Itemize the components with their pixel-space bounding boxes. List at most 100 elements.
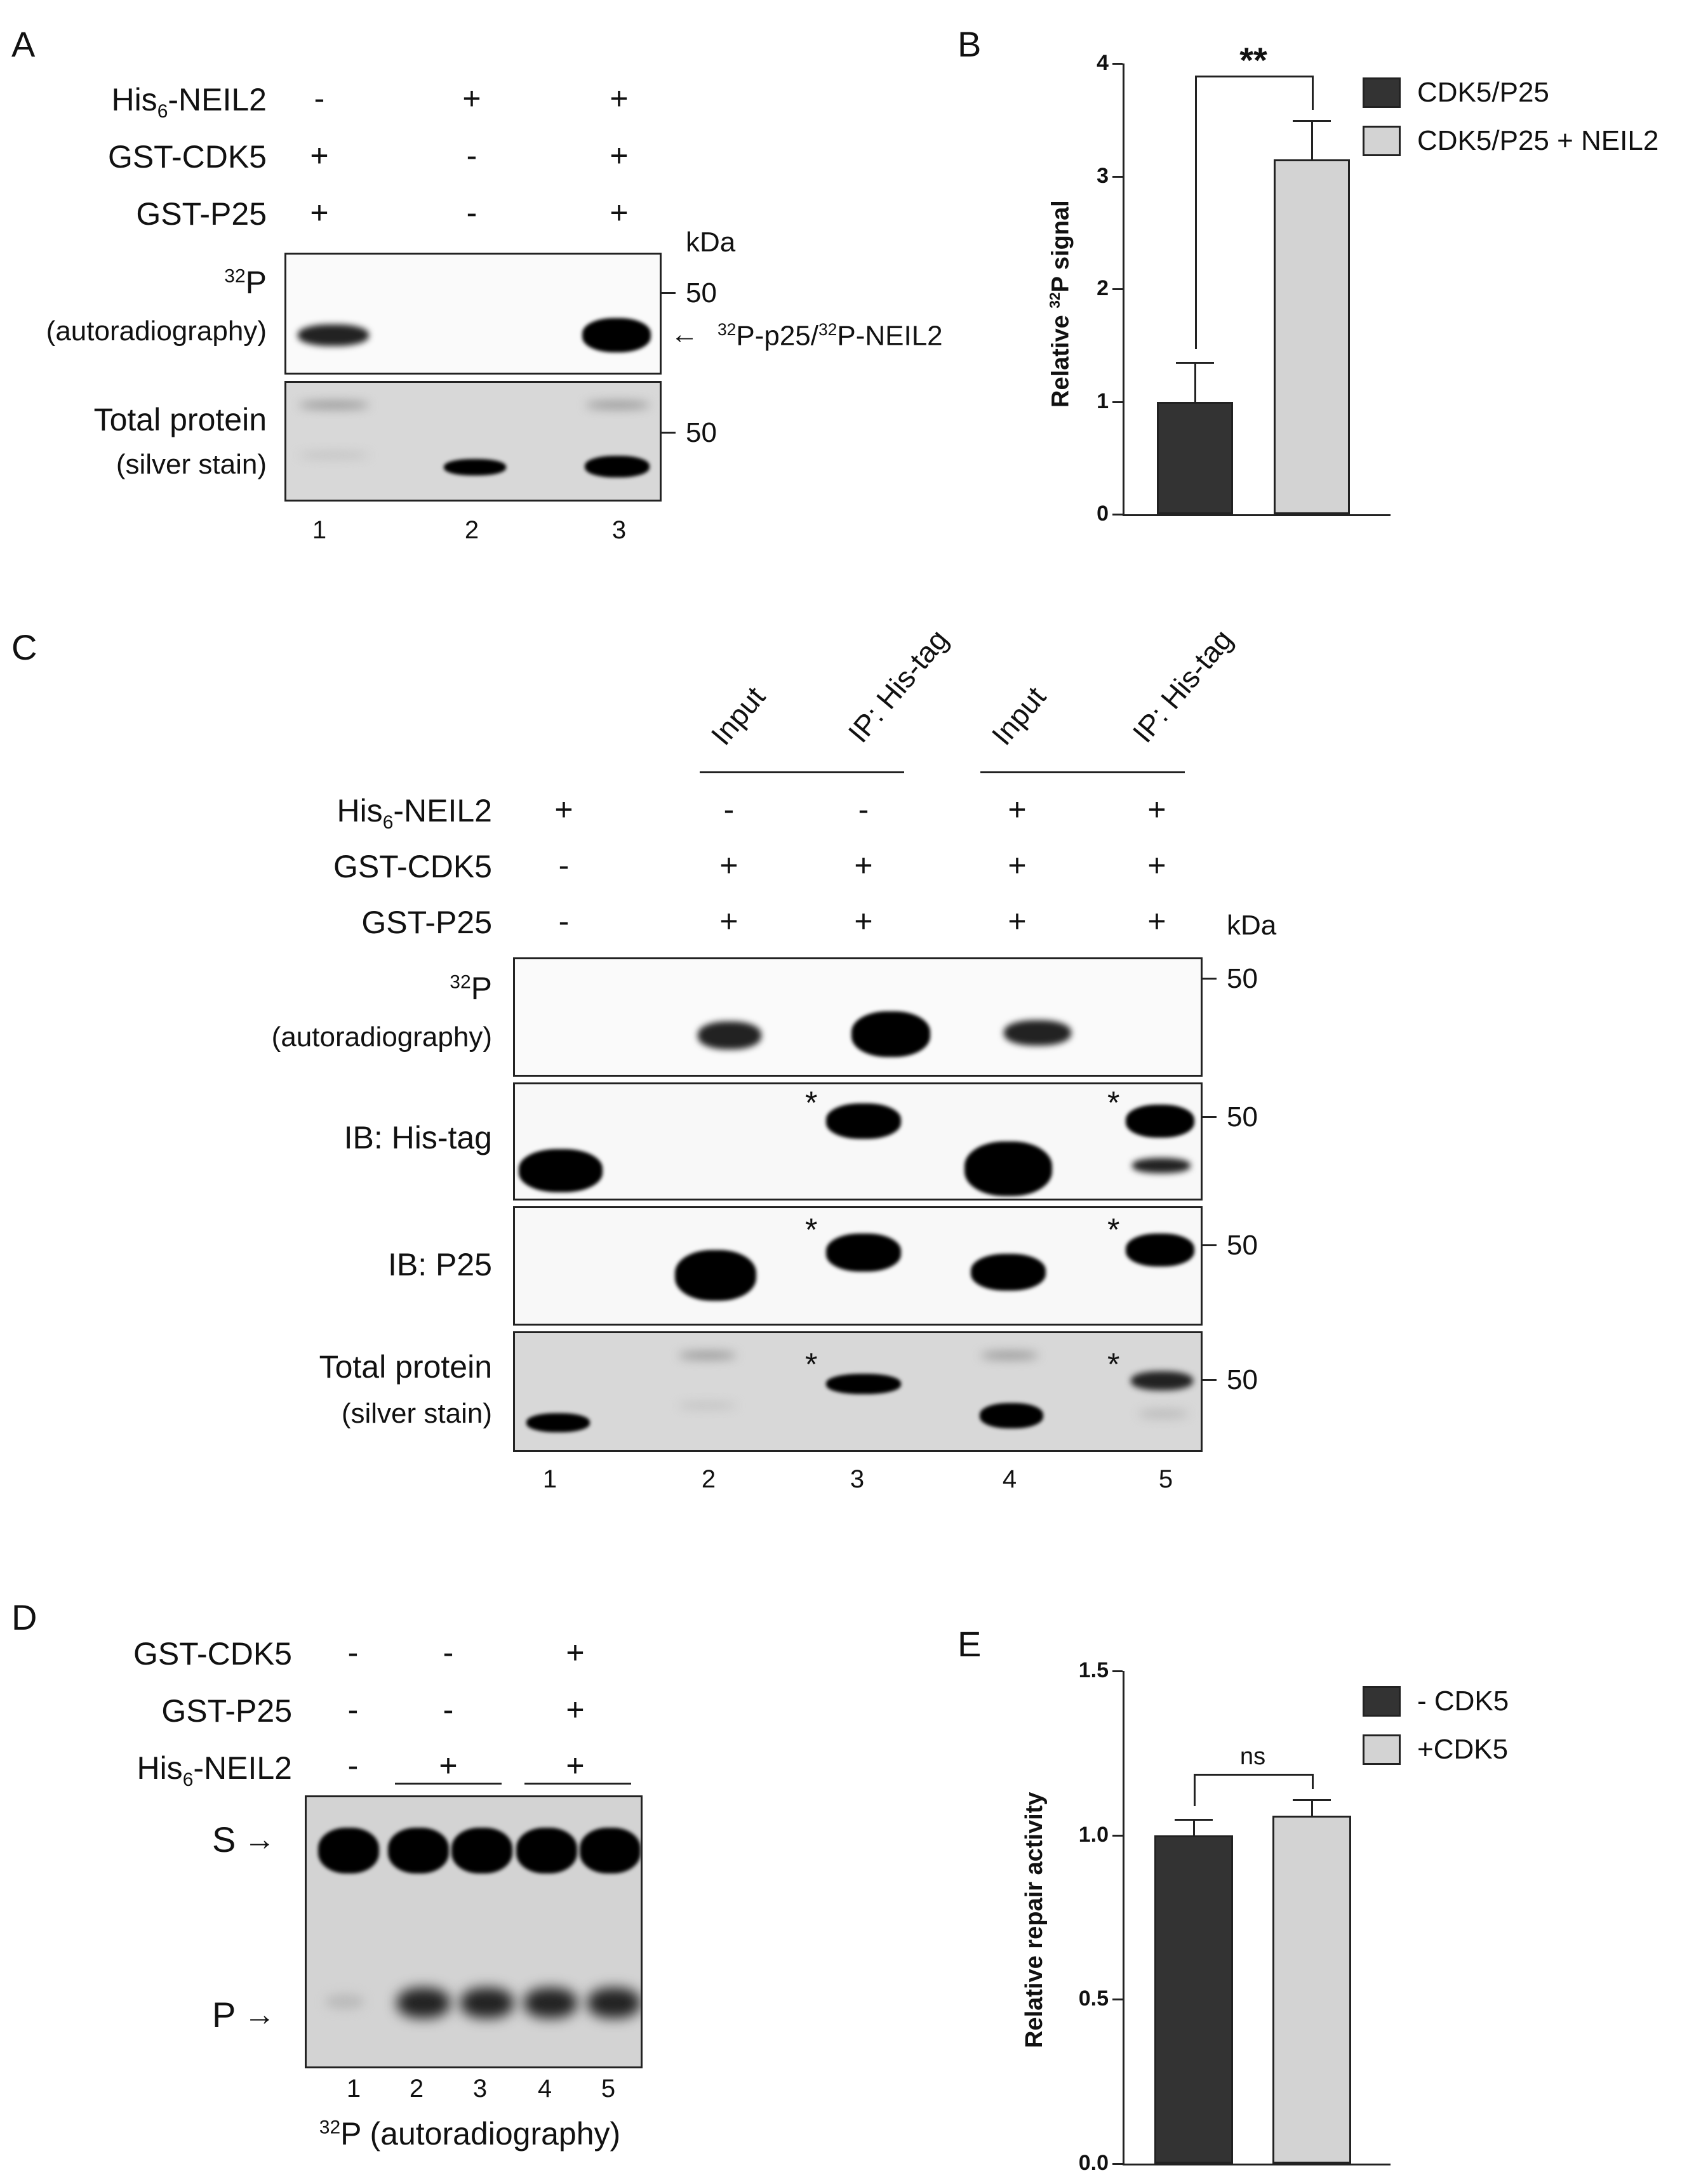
sign: +: [310, 195, 329, 230]
bar: [1157, 401, 1233, 514]
band: [679, 1352, 736, 1359]
band: [388, 1828, 449, 1873]
lane-number: 3: [850, 1465, 865, 1493]
row-label-gst-p25: GST-P25: [161, 1693, 292, 1729]
mw-tick: [1203, 978, 1217, 980]
legend-label: CDK5/P25 + NEIL2: [1417, 125, 1659, 156]
lane-number: 2: [409, 2075, 424, 2103]
band: [524, 1988, 577, 2018]
y-tick: [1112, 1999, 1123, 2001]
row-label-gst-cdk5: GST-CDK5: [107, 139, 267, 175]
mw-tick: [662, 292, 676, 294]
y-tick: [1112, 1834, 1123, 1837]
sign: +: [1008, 903, 1027, 939]
panel-label-d: D: [11, 1597, 37, 1637]
lane-number: 3: [472, 2075, 488, 2103]
error-bar: [1311, 119, 1313, 159]
autoradiography-label: (autoradiography): [271, 1021, 492, 1053]
significance-bracket-leg: [1312, 75, 1314, 110]
legend-label: CDK5/P25: [1417, 77, 1549, 108]
column-label-ip-his-tag: IP: His-tag: [841, 623, 955, 749]
error-bar: [1311, 1799, 1313, 1816]
lane-number: 5: [1158, 1465, 1173, 1493]
sign: +: [462, 81, 481, 116]
mw-tick: [1203, 1116, 1217, 1118]
error-bar: [1193, 1818, 1195, 1835]
sign: +: [566, 1748, 585, 1783]
sign: +: [854, 903, 873, 939]
row-label-gst-cdk5: GST-CDK5: [133, 1636, 292, 1672]
p32-label: 32P: [224, 265, 267, 300]
product-label: P: [212, 1995, 236, 2035]
y-tick: [1112, 401, 1123, 403]
y-tick-label: 4: [1097, 51, 1109, 75]
row-label-gst-p25: GST-P25: [361, 905, 492, 940]
sign: -: [723, 792, 735, 827]
total-protein-label: Total protein: [319, 1349, 492, 1385]
sign: -: [347, 1748, 359, 1783]
band: [460, 1988, 514, 2018]
error-cap: [1293, 1799, 1331, 1801]
significance-label: **: [1239, 39, 1267, 80]
band: [1131, 1371, 1193, 1390]
y-axis-label: Relative 32P signal: [1046, 200, 1075, 408]
sign: +: [1147, 792, 1166, 827]
y-tick: [1112, 288, 1123, 290]
mw-label: 50: [1227, 963, 1258, 994]
error-bar: [1194, 362, 1196, 402]
band: [1126, 1105, 1194, 1138]
sign: -: [314, 81, 325, 116]
sign: +: [610, 81, 629, 116]
band: [299, 402, 369, 408]
band: [698, 1021, 761, 1049]
nonspecific-star: *: [805, 1212, 818, 1247]
sign: -: [558, 848, 570, 883]
y-tick: [1112, 175, 1123, 178]
band: [586, 402, 650, 408]
legend-label: - CDK5: [1417, 1686, 1509, 1717]
bar: [1274, 159, 1350, 514]
band: [519, 1149, 603, 1192]
sign: +: [310, 138, 329, 173]
bar: [1272, 1815, 1351, 2164]
y-tick-label: 2: [1097, 276, 1109, 300]
band: [582, 318, 651, 352]
row-label-his-neil2: His6-NEIL2: [137, 1750, 292, 1790]
y-axis: [1123, 1671, 1124, 2165]
panel-label-e: E: [957, 1624, 982, 1664]
y-tick-label: 0: [1097, 502, 1109, 526]
band: [397, 1988, 450, 2018]
y-axis-label: Relative repair activity: [1021, 1792, 1048, 2048]
error-cap: [1175, 1818, 1213, 1821]
lane-number: 1: [346, 2075, 361, 2103]
band: [451, 1828, 512, 1873]
mw-label: 50: [1227, 1230, 1258, 1261]
p32-label: 32P: [450, 971, 492, 1006]
sign: +: [566, 1635, 585, 1670]
y-axis-label-sup: 32: [1046, 292, 1063, 309]
band: [526, 1413, 590, 1432]
column-label-input: Input: [985, 680, 1052, 752]
band: [826, 1374, 901, 1394]
x-axis: [1123, 2164, 1391, 2165]
row-label-his-neil2: His6-NEIL2: [337, 793, 492, 833]
significance-bracket-leg: [1194, 1773, 1196, 1806]
band: [675, 1250, 756, 1301]
mw-tick: [1203, 1244, 1217, 1246]
band: [444, 459, 506, 476]
nonspecific-star: *: [1107, 1085, 1120, 1121]
sign: -: [347, 1692, 359, 1727]
sign: +: [566, 1692, 585, 1727]
band: [580, 1828, 641, 1873]
ib-p25-label: IB: P25: [388, 1247, 492, 1282]
y-axis-label-post: P signal: [1047, 200, 1074, 293]
sign: +: [1008, 792, 1027, 827]
significance-bracket-leg: [1312, 1773, 1314, 1789]
silver-stain-label: (silver stain): [341, 1398, 492, 1429]
legend-swatch: [1363, 1734, 1401, 1765]
group-line: [524, 1783, 631, 1785]
legend-swatch: [1363, 77, 1401, 108]
sign: +: [610, 195, 629, 230]
sign: +: [1147, 903, 1166, 939]
